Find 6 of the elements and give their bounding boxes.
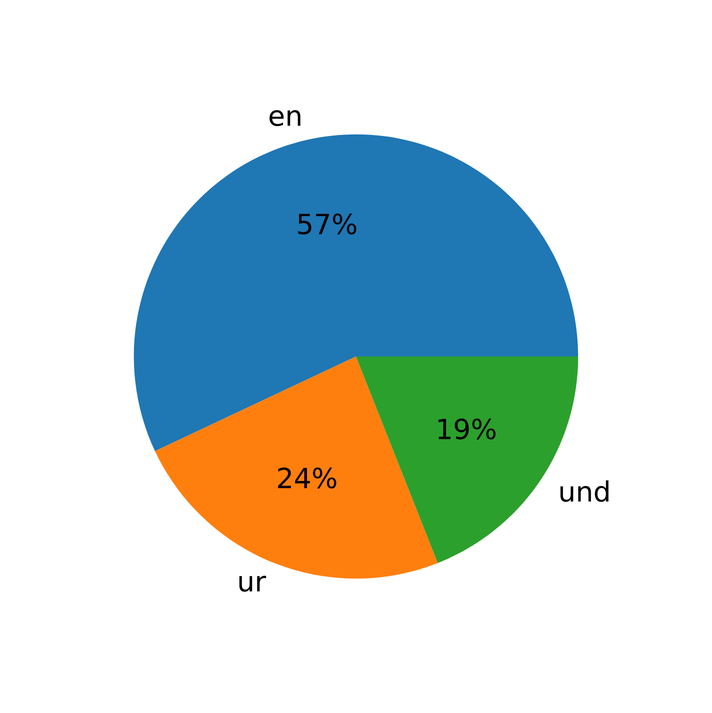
data-label: 57% — [298, 213, 356, 234]
slice-label: ur — [239, 576, 266, 592]
data-label: 24% — [278, 467, 336, 488]
slice-label: und — [560, 480, 608, 502]
data-label: 19% — [438, 418, 496, 440]
slice-label: en — [270, 110, 300, 126]
